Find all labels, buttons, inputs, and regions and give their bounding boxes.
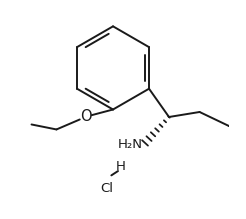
Text: H₂N: H₂N [117,138,142,151]
Text: Cl: Cl [100,182,113,195]
Text: O: O [80,109,92,124]
Text: H: H [116,160,126,173]
